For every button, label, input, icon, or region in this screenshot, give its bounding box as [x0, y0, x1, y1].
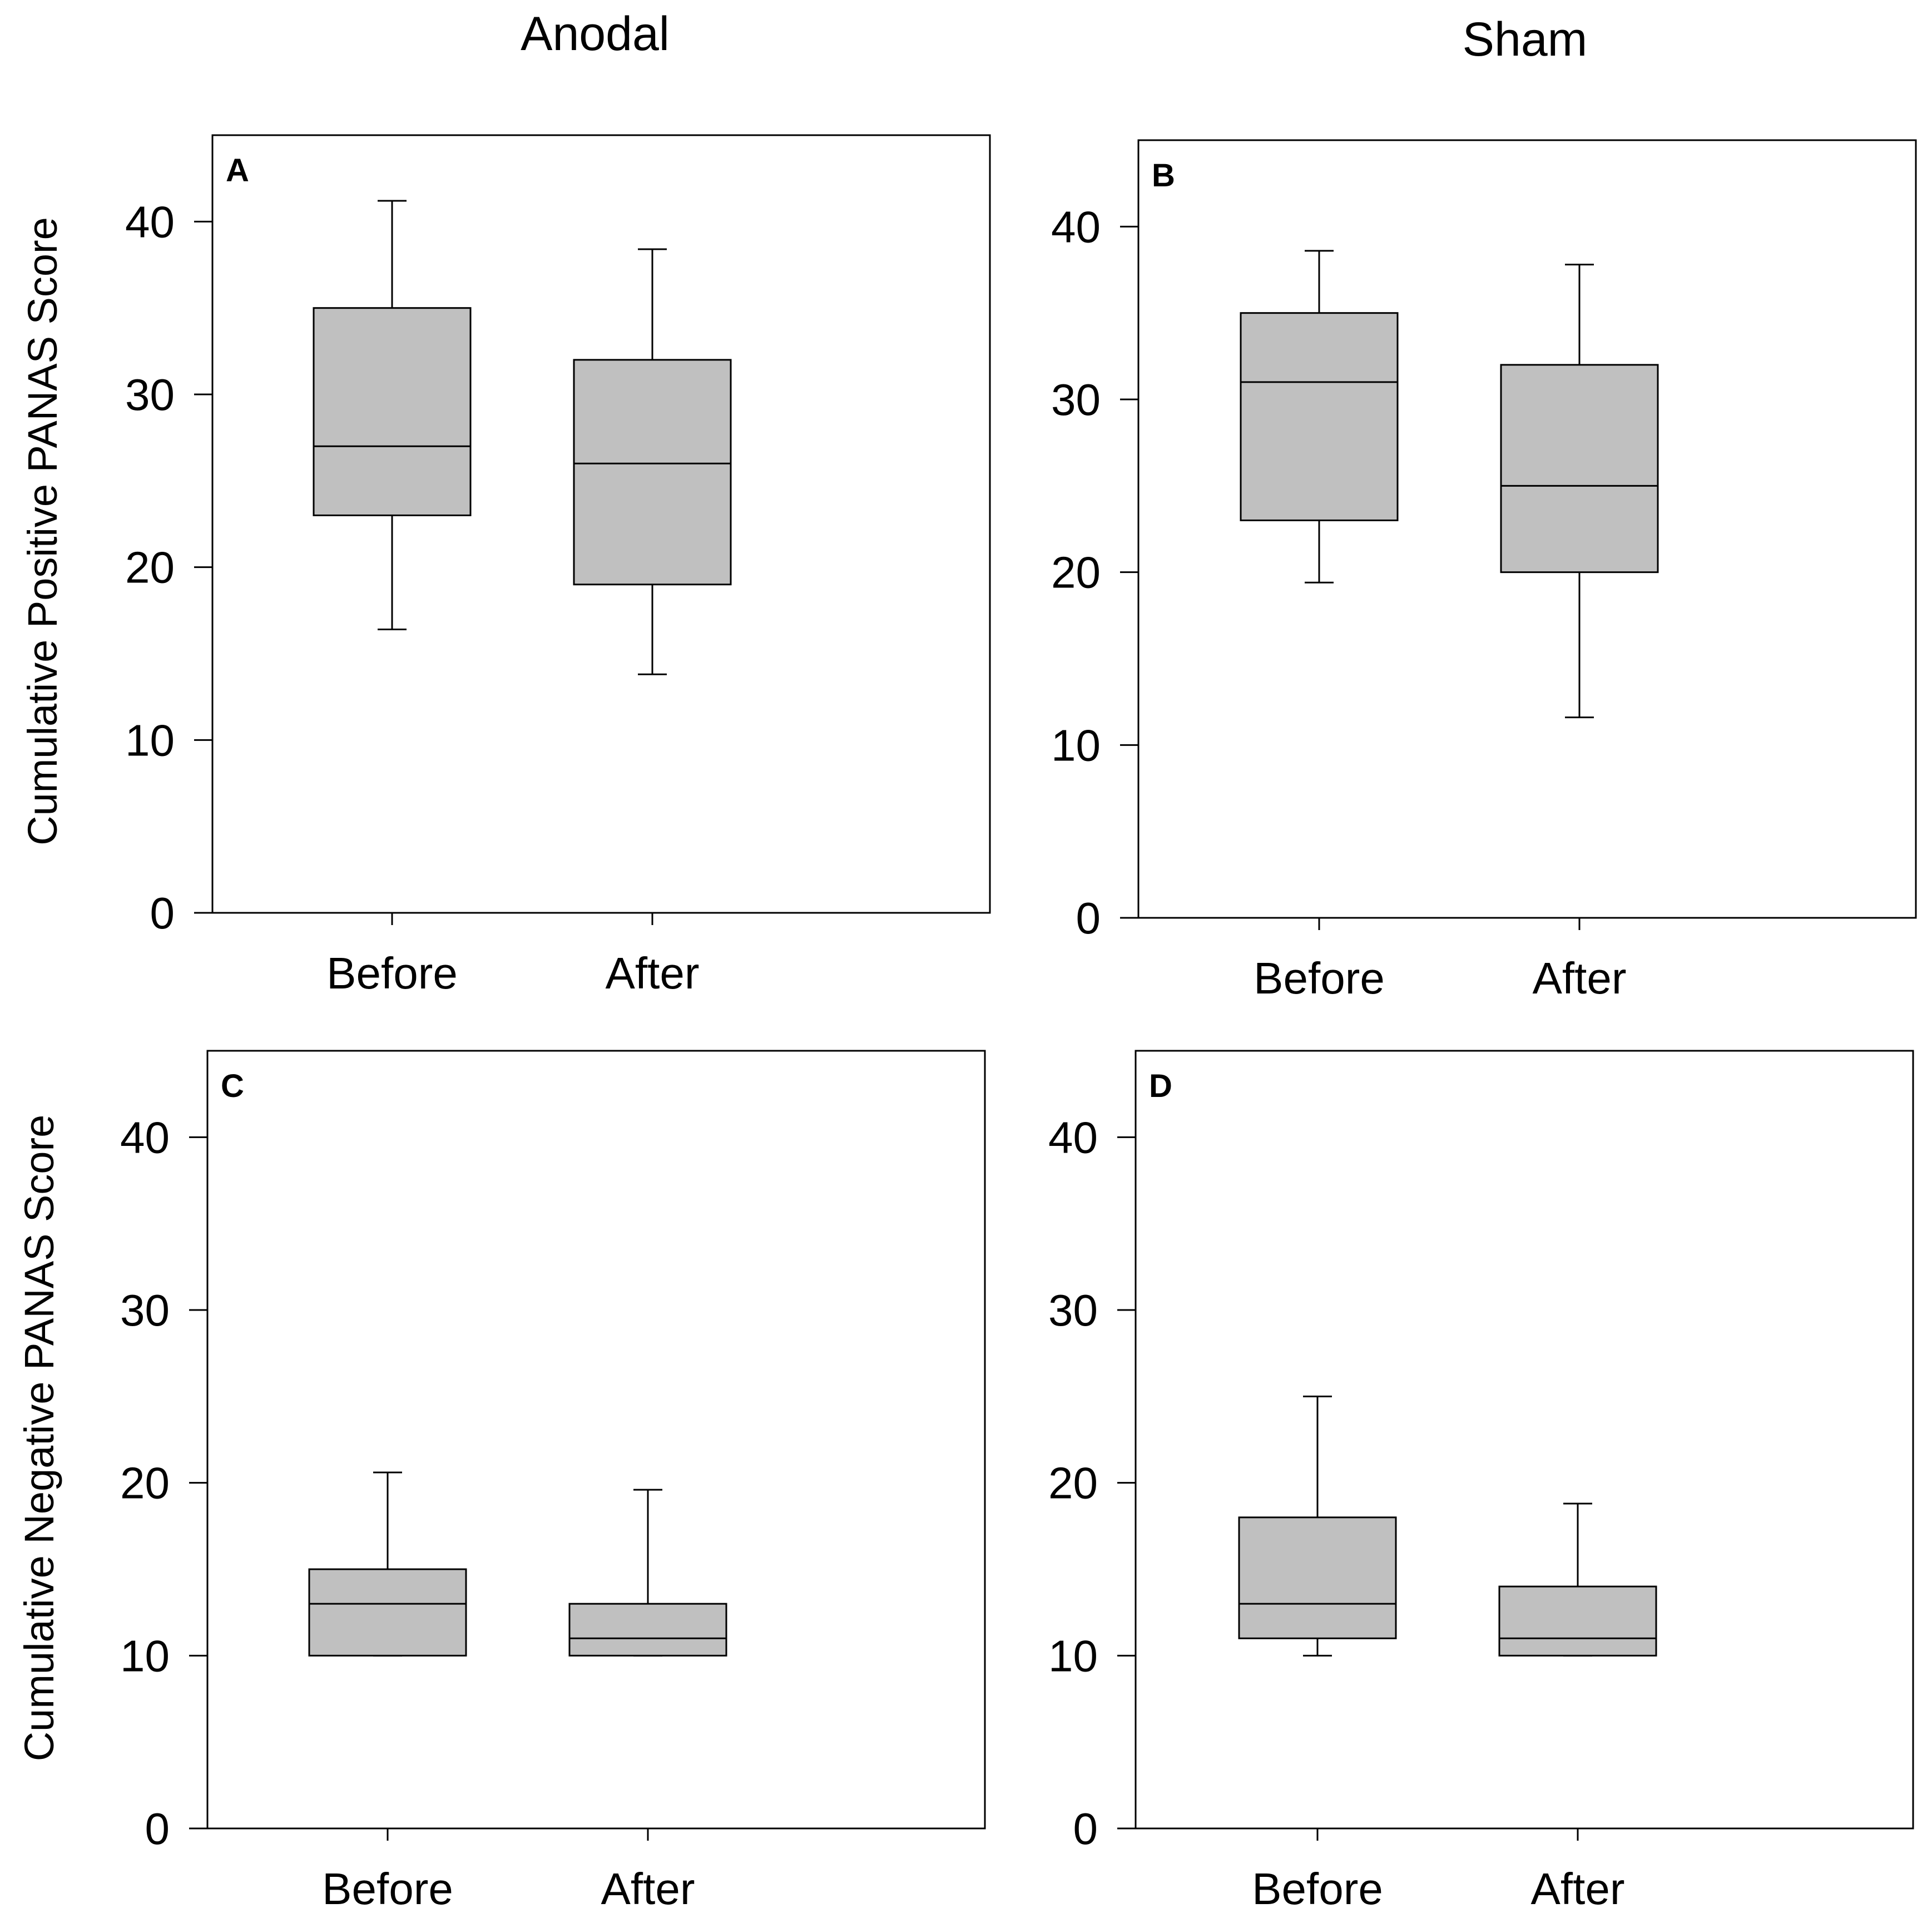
panel-d-category-label-after: After — [1531, 1864, 1625, 1914]
panel-a-box-after — [573, 248, 732, 675]
panel-c-ytick-label-2: 20 — [120, 1459, 170, 1508]
panel-a-ytick-label-3: 30 — [125, 370, 175, 419]
panel-b: B 0 10 20 30 40 Before After — [1051, 139, 1917, 1003]
panel-b-box-before — [1240, 250, 1399, 584]
panel-d-box-after — [1498, 1502, 1657, 1657]
panel-a-ytick-label-2: 20 — [125, 543, 175, 592]
panel-a-before-iqr-box — [313, 307, 472, 516]
panel-d-ytick-label-0: 0 — [1073, 1804, 1098, 1853]
panel-c-ytick-label-1: 10 — [120, 1631, 170, 1680]
panel-a-ytick-label-1: 10 — [125, 715, 175, 765]
panel-a-category-label-before: Before — [326, 948, 458, 998]
panel-c-frame — [206, 1050, 986, 1830]
panel-b-ytick-label-0: 0 — [1076, 893, 1101, 943]
panel-d-box-before — [1238, 1395, 1397, 1657]
panel-d-ytick-label-2: 20 — [1048, 1459, 1098, 1508]
panel-c-box-after — [568, 1489, 727, 1657]
panel-c-before-iqr-box — [308, 1568, 467, 1657]
panel-b-after-iqr-box — [1500, 364, 1659, 574]
panel-a-label: A — [226, 152, 249, 189]
panel-d-frame — [1135, 1050, 1914, 1830]
panel-b-box-after — [1500, 264, 1659, 719]
panel-d-ytick-label-1: 10 — [1048, 1631, 1098, 1680]
panel-b-before-iqr-box — [1240, 312, 1399, 521]
panel-b-frame — [1137, 139, 1917, 919]
panel-b-category-label-before: Before — [1254, 953, 1385, 1003]
panel-d-ytick-label-4: 40 — [1048, 1113, 1098, 1162]
panel-d: D 0 10 20 30 40 Before After — [1048, 1050, 1914, 1914]
panel-c-label: C — [221, 1068, 244, 1104]
panel-c-after-iqr-box — [568, 1603, 727, 1657]
panel-a-ytick-label-0: 0 — [150, 888, 175, 938]
panel-d-ytick-label-3: 30 — [1048, 1286, 1098, 1335]
row-label-negative: Cumulative Negative PANAS Score — [16, 1115, 62, 1762]
panel-c-ytick-label-0: 0 — [145, 1804, 170, 1853]
panel-d-before-iqr-box — [1238, 1516, 1397, 1639]
panel-c-box-before — [308, 1471, 467, 1657]
panel-c: C 0 10 20 30 40 Before After — [120, 1050, 986, 1914]
panel-c-ytick-label-4: 40 — [120, 1113, 170, 1162]
panel-a-frame — [211, 134, 991, 914]
panel-b-ytick-label-3: 30 — [1051, 375, 1101, 424]
panel-d-after-iqr-box — [1498, 1585, 1657, 1657]
panel-a-box-before — [313, 200, 472, 631]
panel-a-after-iqr-box — [573, 359, 732, 586]
panel-b-ytick-label-1: 10 — [1051, 720, 1101, 770]
panel-d-category-label-before: Before — [1252, 1864, 1383, 1914]
panel-a-ytick-label-4: 40 — [125, 197, 175, 246]
panel-b-category-label-after: After — [1533, 953, 1627, 1003]
panel-c-category-label-before: Before — [322, 1864, 453, 1914]
panel-c-category-label-after: After — [601, 1864, 695, 1914]
panel-a-category-label-after: After — [606, 948, 700, 998]
panel-b-ytick-label-2: 20 — [1051, 548, 1101, 597]
panel-c-ytick-label-3: 30 — [120, 1286, 170, 1335]
column-title-anodal: Anodal — [521, 7, 670, 61]
row-label-positive: Cumulative Positive PANAS Score — [19, 217, 66, 846]
panel-d-label: D — [1149, 1068, 1172, 1104]
panel-a: A 0 10 20 30 40 Before After — [125, 134, 991, 998]
panel-b-label: B — [1152, 157, 1175, 194]
panel-b-ytick-label-4: 40 — [1051, 202, 1101, 251]
column-title-sham: Sham — [1463, 13, 1588, 66]
